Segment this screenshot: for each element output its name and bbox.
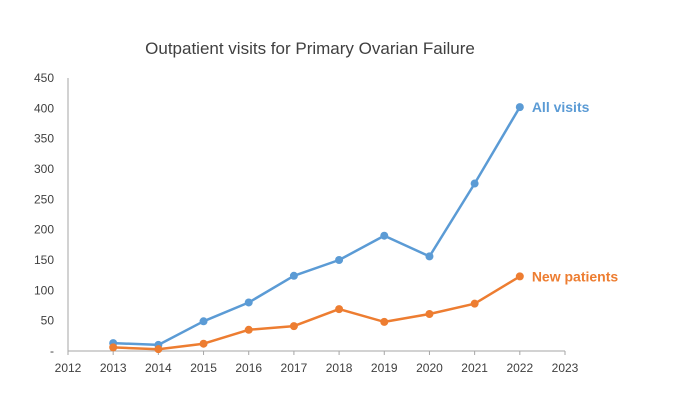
x-axis-labels: 2012 2013 2014 2015 2016 2017 2018 2019 2020 2021… — [55, 361, 579, 375]
chart-title: Outpatient visits for Primary Ovarian Fa… — [145, 39, 475, 58]
x-tick-label: 2012 — [55, 361, 82, 375]
x-tick-label: 2019 — [371, 361, 398, 375]
series-group: All visits New patients — [109, 99, 619, 354]
x-tick-label: 2015 — [190, 361, 217, 375]
x-tick-label: 2022 — [506, 361, 533, 375]
y-axis-labels: - 50 100 150 200 250 300 350 400 450 — [34, 71, 54, 358]
y-tick-label: 50 — [41, 314, 55, 328]
series-line — [113, 275, 521, 351]
data-point — [199, 339, 208, 348]
data-point — [470, 179, 479, 188]
y-tick-label: 400 — [34, 101, 54, 115]
series-line — [113, 106, 521, 347]
y-tick-label: 350 — [34, 132, 54, 146]
data-point — [289, 271, 298, 280]
data-point — [109, 343, 118, 352]
x-tick-label: 2017 — [281, 361, 308, 375]
data-point — [289, 322, 298, 331]
series-1: All visits — [109, 99, 590, 349]
y-tick-label: 250 — [34, 192, 54, 206]
data-point — [380, 317, 389, 326]
axes — [67, 78, 566, 355]
y-tick-label: - — [50, 344, 54, 358]
data-point — [154, 345, 163, 354]
data-point — [425, 252, 434, 261]
data-point — [470, 299, 479, 308]
x-tick-label: 2021 — [461, 361, 488, 375]
data-point — [335, 256, 344, 264]
data-point — [244, 325, 253, 334]
series-2: New patients — [109, 268, 619, 354]
x-tick-label: 2014 — [145, 361, 172, 375]
y-tick-label: 150 — [34, 253, 54, 267]
x-tick-label: 2023 — [552, 361, 579, 375]
data-point — [515, 272, 524, 281]
data-point — [425, 309, 434, 318]
y-tick-label: 300 — [34, 162, 54, 176]
x-tick-label: 2013 — [100, 361, 127, 375]
data-point — [335, 305, 344, 314]
data-point — [380, 231, 389, 240]
series-label: New patients — [532, 268, 619, 284]
data-point — [515, 103, 524, 112]
data-point — [244, 298, 253, 307]
y-tick-label: 100 — [34, 283, 54, 297]
x-tick-label: 2016 — [235, 361, 262, 375]
series-label: All visits — [532, 99, 590, 115]
y-tick-label: 200 — [34, 223, 54, 237]
x-tick-label: 2020 — [416, 361, 443, 375]
data-point — [199, 317, 208, 326]
x-tick-label: 2018 — [326, 361, 353, 375]
y-tick-label: 450 — [34, 71, 54, 85]
